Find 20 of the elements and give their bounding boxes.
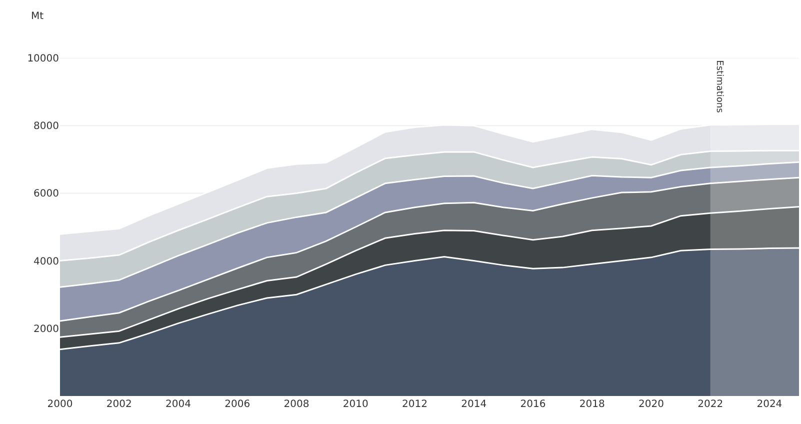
x-tick-label: 2004 xyxy=(166,399,191,410)
x-tick-label: 2016 xyxy=(520,399,546,410)
x-tick-label: 2024 xyxy=(756,399,782,410)
x-tick-label: 2008 xyxy=(284,399,310,410)
x-tick-label: 2018 xyxy=(579,399,605,410)
x-tick-label: 2012 xyxy=(402,399,428,410)
y-tick-label: 10000 xyxy=(27,54,59,64)
y-axis-title: Mt xyxy=(31,11,44,22)
y-tick-label: 8000 xyxy=(34,121,59,132)
x-tick-label: 2006 xyxy=(224,399,250,410)
x-tick-label: 2002 xyxy=(106,399,132,410)
y-tick-label: 4000 xyxy=(34,256,59,268)
y-tick-label: 6000 xyxy=(34,188,59,200)
x-tick-label: 2000 xyxy=(47,399,73,410)
x-tick-label: 2014 xyxy=(461,399,487,410)
x-tick-label: 2010 xyxy=(342,399,368,410)
x-tick-label: 2020 xyxy=(638,399,664,410)
x-tick-label: 2022 xyxy=(698,399,724,410)
band-label: Estimations xyxy=(714,60,724,114)
y-tick-label: 2000 xyxy=(34,324,59,335)
